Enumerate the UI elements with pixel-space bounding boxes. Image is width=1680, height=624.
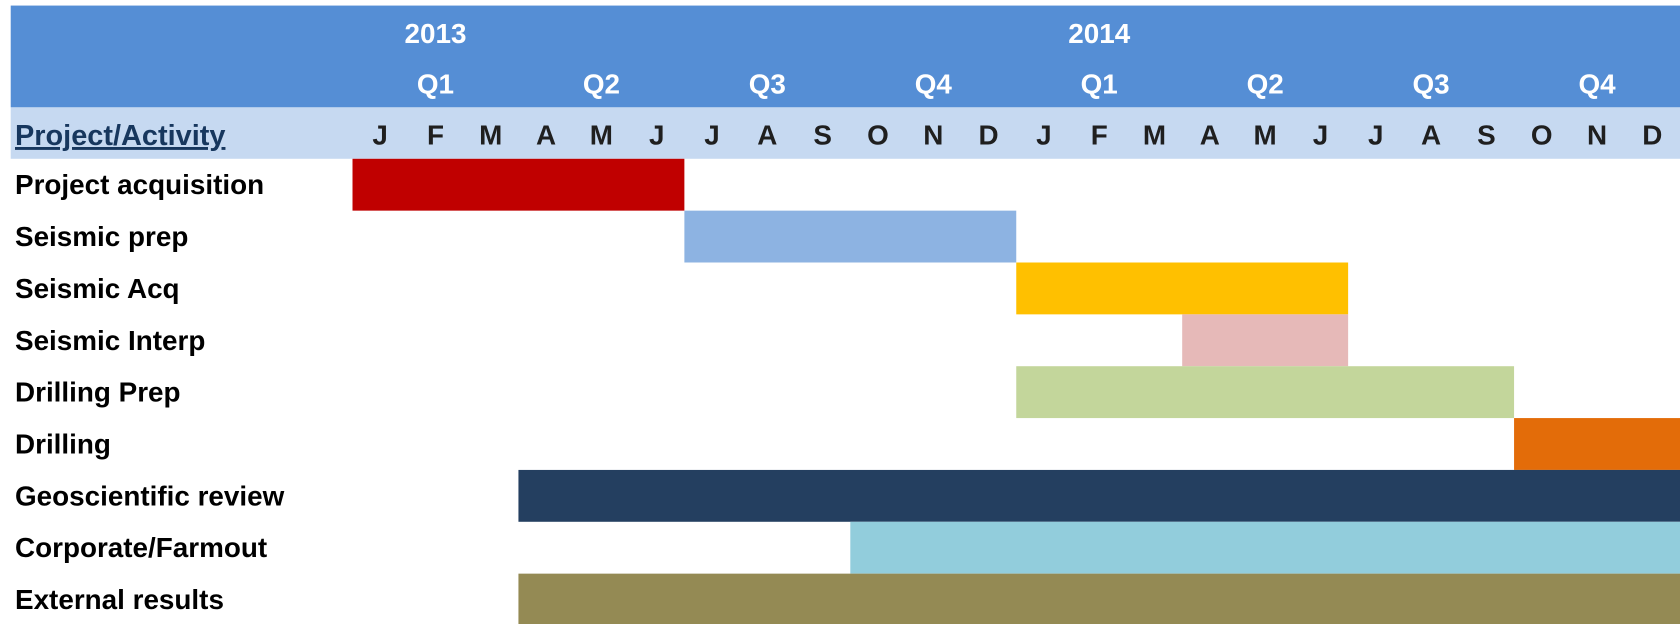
month-band — [10, 107, 1680, 159]
task-bar — [352, 158, 685, 211]
task-bar — [1016, 366, 1515, 419]
month-label: D — [979, 120, 999, 151]
quarter-label: Q3 — [1413, 68, 1450, 99]
year-label: 2014 — [1068, 18, 1130, 49]
month-label: J — [1036, 120, 1052, 151]
year-label: 2013 — [404, 18, 466, 49]
task-name: Geoscientific review — [15, 480, 285, 511]
month-label: D — [1642, 120, 1662, 151]
month-label: S — [813, 120, 832, 151]
month-label: O — [1531, 120, 1553, 151]
task-name: Project acquisition — [15, 169, 264, 200]
header-band — [10, 5, 1680, 108]
month-label: A — [536, 120, 556, 151]
month-label: J — [372, 120, 388, 151]
month-label: N — [1587, 120, 1607, 151]
month-label: N — [923, 120, 943, 151]
task-bar — [518, 573, 1680, 624]
task-bar — [850, 521, 1680, 574]
task-name: Drilling — [15, 429, 111, 460]
task-name: Seismic prep — [15, 221, 188, 252]
month-label: J — [1313, 120, 1329, 151]
month-label: O — [867, 120, 889, 151]
quarter-label: Q1 — [417, 68, 454, 99]
task-bar — [518, 469, 1680, 522]
task-bar — [1514, 418, 1680, 470]
month-label: A — [757, 120, 777, 151]
quarter-label: Q2 — [1247, 68, 1284, 99]
month-label: A — [1200, 120, 1220, 151]
task-bar — [1182, 314, 1349, 367]
month-label: J — [704, 120, 720, 151]
month-label: M — [479, 120, 502, 151]
month-label: F — [427, 120, 444, 151]
column-header: Project/Activity — [15, 120, 225, 152]
month-label: F — [1091, 120, 1108, 151]
quarter-label: Q3 — [749, 68, 786, 99]
task-name: Seismic Acq — [15, 273, 180, 304]
quarter-label: Q4 — [915, 68, 953, 99]
task-bar — [1016, 262, 1349, 315]
month-label: J — [1368, 120, 1384, 151]
task-name: Seismic Interp — [15, 325, 205, 356]
quarter-label: Q2 — [583, 68, 620, 99]
task-name: External results — [15, 584, 224, 615]
month-label: M — [590, 120, 613, 151]
task-bar — [684, 210, 1017, 263]
task-name: Corporate/Farmout — [15, 532, 267, 563]
task-name: Drilling Prep — [15, 377, 181, 408]
month-label: J — [649, 120, 665, 151]
month-label: M — [1254, 120, 1277, 151]
month-label: A — [1421, 120, 1441, 151]
month-label: M — [1143, 120, 1166, 151]
month-label: S — [1477, 120, 1496, 151]
quarter-label: Q4 — [1578, 68, 1616, 99]
quarter-label: Q1 — [1081, 68, 1118, 99]
